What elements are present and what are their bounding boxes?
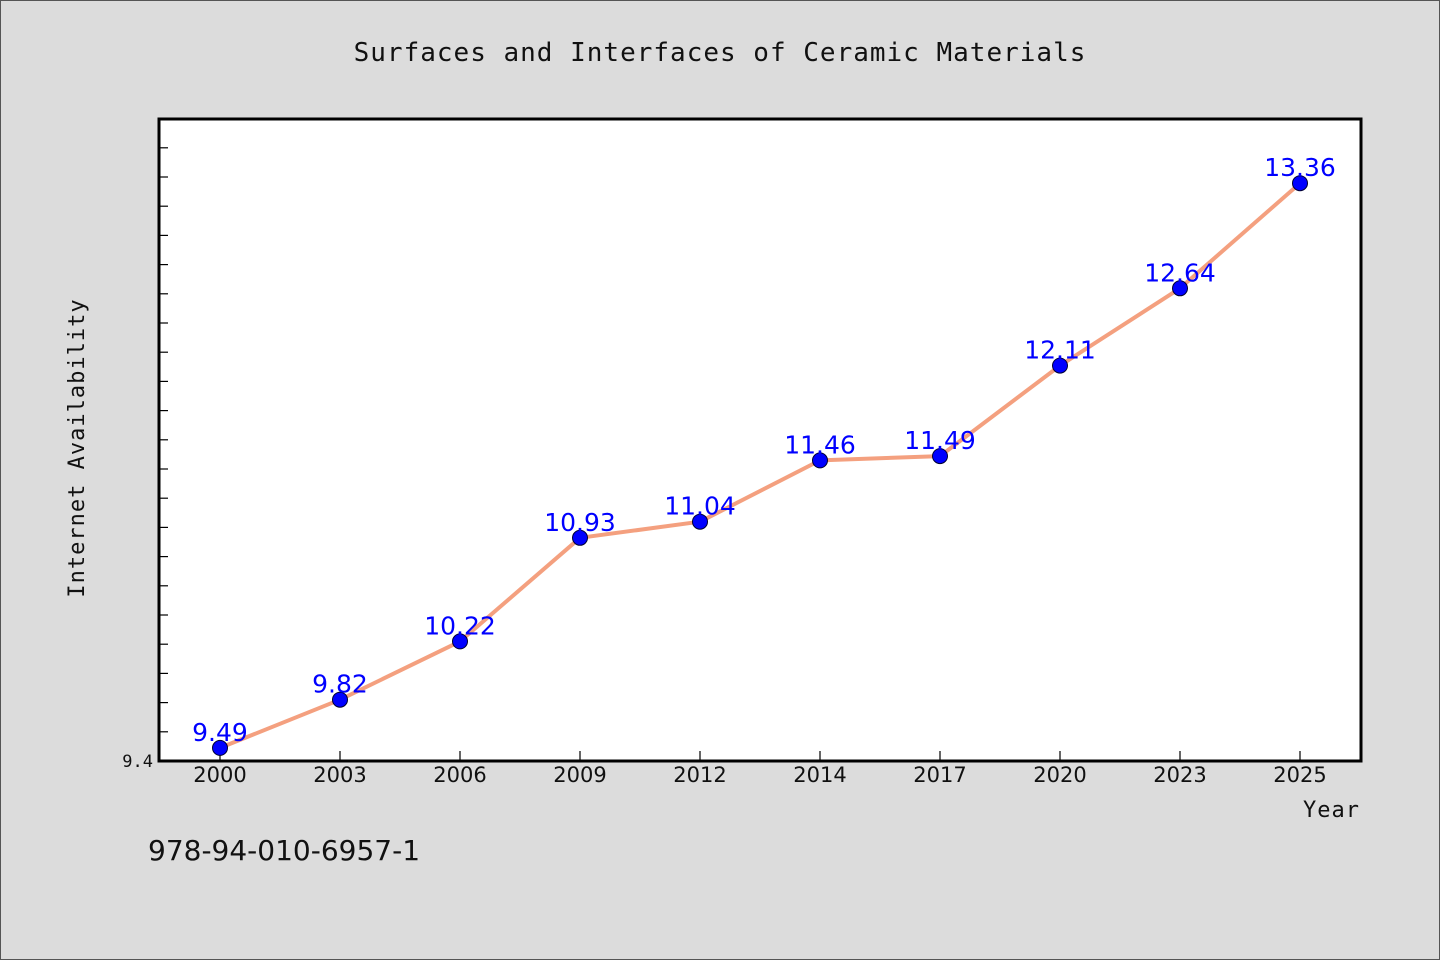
data-label: 13.36 [1264,153,1336,182]
isbn-code: 978-94-010-6957-1 [148,834,421,867]
data-point [692,513,708,530]
data-label: 11.04 [664,492,736,521]
plot-area [157,117,1363,763]
x-tick-label: 2020 [1033,763,1086,787]
data-point [452,633,468,650]
data-point [932,448,948,465]
data-point [1292,175,1308,192]
data-point [572,529,588,546]
data-label: 11.49 [904,426,976,455]
x-tick-label: 2009 [553,763,606,787]
x-tick-label: 2017 [913,763,966,787]
data-label: 9.82 [312,670,368,699]
x-tick-label: 2025 [1273,763,1326,787]
data-label: 12.11 [1024,336,1096,365]
series-layer: 9.49 9.82 10.22 10.93 11.04 11.46 11.49 12.11 12… [192,153,1336,756]
x-axis-tick-labels: 2000 2003 2006 2009 2012 2014 2017 2020 2023 2025 [193,763,1326,787]
data-point [332,691,348,708]
data-point [1052,357,1068,374]
y-axis-minor-ticks [159,147,168,733]
data-point [812,452,828,469]
data-label: 11.46 [784,430,856,459]
data-label: 9.49 [192,718,248,747]
data-point [1172,280,1188,297]
x-tick-label: 2003 [313,763,366,787]
x-tick-label: 2014 [793,763,846,787]
x-axis-label: Year [1303,798,1360,823]
data-point [212,739,228,756]
x-tick-label: 2023 [1153,763,1206,787]
x-tick-label: 2000 [193,763,246,787]
x-tick-label: 2006 [433,763,486,787]
chart-title: Surfaces and Interfaces of Ceramic Mater… [354,38,1087,68]
x-tick-label: 2012 [673,763,726,787]
y-axis-tick-label: 9.4 [122,752,153,772]
data-label: 10.93 [544,508,616,537]
data-label: 12.64 [1144,258,1216,287]
series-line [219,181,1302,750]
y-axis-label: Internet Availability [65,298,90,597]
data-label: 10.22 [424,611,496,640]
